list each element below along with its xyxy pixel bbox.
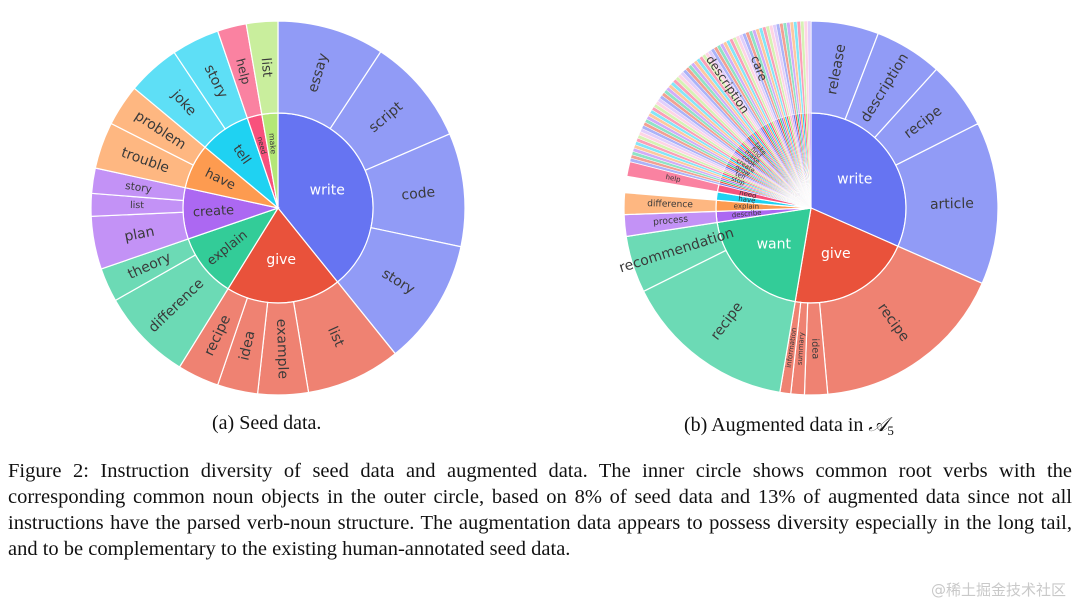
inner-label-need: need [738,189,757,200]
figure-caption: Figure 2: Instruction diversity of seed … [8,460,1072,560]
inner-label-describe: describe [731,209,761,220]
inner-label-want: want [757,237,792,253]
inner-label-create: create [192,203,234,220]
outer-label-article: article [930,196,974,213]
outer-label-story: story [124,179,152,196]
outer-wedge-list [245,20,279,116]
outer-label-list: list [258,57,275,78]
outer-label-help: help [665,173,682,184]
inner-label-have: have [738,195,756,205]
inner-label-give: give [821,246,851,262]
inner-label-make: make [267,133,278,155]
outer-wedge-recipe [818,245,983,395]
sunburst-chart-seed: essayscriptcodestorylistexampleidearecip… [90,20,466,396]
tail-outer-wedge [807,20,812,114]
caption-b-symbol: 𝒜 [868,412,888,436]
tail-label-tell: tell [734,170,747,182]
sunburst-chart-augmented: release descriptionrecipearticlerecipeide… [617,20,999,396]
subfigure-caption-b: (b) Augmented data in 𝒜5 [684,412,894,439]
inner-label-explain: explain [734,202,760,211]
subfigure-caption-a: (a) Seed data. [212,412,322,434]
outer-label-process: process [653,215,689,228]
caption-b-prefix: (b) Augmented data in [684,414,869,436]
outer-label-help: help [233,57,253,86]
caption-b-subscript: 5 [887,423,894,438]
watermark: @稀土掘金技术社区 [930,581,1066,599]
outer-label-difference: difference [647,199,693,210]
outer-label-idea: idea [809,338,821,359]
outer-label-list: list [324,324,347,350]
outer-label-example: example [273,319,291,380]
outer-wedge-difference [623,191,717,216]
inner-label-write: write [310,183,345,199]
outer-label-code: code [401,184,436,203]
outer-label-plan: plan [123,224,156,245]
inner-label-need: need [255,136,268,155]
outer-label-list: list [130,200,144,211]
inner-label-give: give [266,252,296,268]
outer-label-summary: summary [796,332,806,366]
inner-label-write: write [837,171,872,187]
outer-label-idea: idea [236,329,258,362]
